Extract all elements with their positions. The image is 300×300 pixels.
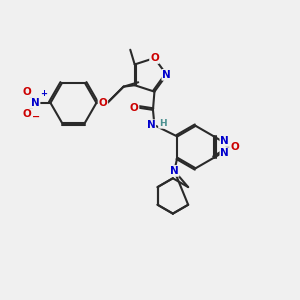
Text: O: O — [130, 103, 139, 112]
Text: +: + — [40, 89, 47, 98]
Text: O: O — [230, 142, 239, 152]
Text: −: − — [32, 111, 40, 122]
Text: O: O — [150, 53, 159, 63]
Text: O: O — [22, 109, 31, 119]
Text: N: N — [31, 98, 40, 108]
Text: N: N — [170, 166, 179, 176]
Text: O: O — [22, 87, 31, 97]
Text: O: O — [98, 98, 107, 108]
Text: H: H — [159, 119, 166, 128]
Text: N: N — [146, 120, 155, 130]
Text: N: N — [220, 148, 229, 158]
Text: N: N — [162, 70, 171, 80]
Text: N: N — [220, 136, 229, 146]
